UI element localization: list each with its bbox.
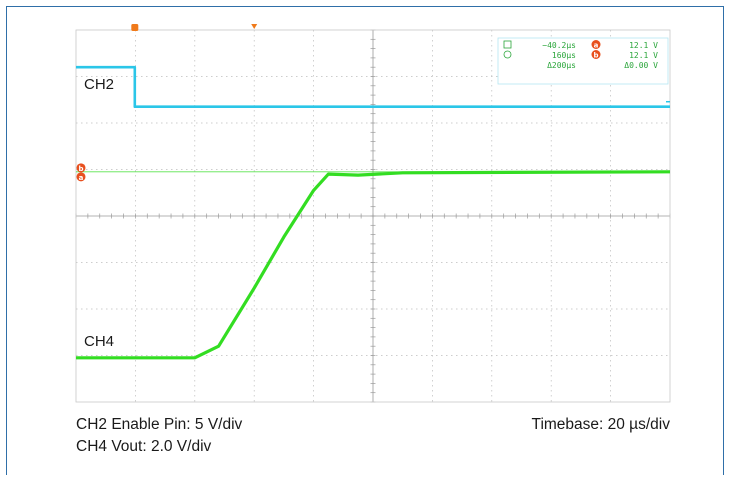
level-marker-a-letter: a [79,174,84,182]
level-marker-a-circle [76,172,86,182]
readout-value-1: 12.1 V [629,41,658,50]
readout-marker-a: a [591,40,601,50]
cursor-a-marker [131,24,139,31]
level-marker-b: b [76,163,86,173]
readout-time-3: Δ200µs [547,61,576,70]
readout-time-1: −40.2µs [542,41,576,50]
readout-marker-b: b [591,50,601,60]
trace-label-ch4: CH4 [84,333,114,350]
readout-marker-a-letter: a [594,42,599,50]
trigger-marker [251,24,258,29]
figure-frame [6,6,724,475]
caption-timebase: Timebase: 20 µs/div [531,416,670,433]
readout-square-icon [503,40,512,49]
caption-ch4-scale: CH4 Vout: 2.0 V/div [76,438,212,455]
readout-marker-b-circle [591,50,601,59]
readout-box [497,37,669,85]
cursor-readout: −40.2µs 12.1 V 160µs 12.1 V Δ200µs Δ0.00 V [497,37,669,85]
readout-circle-icon [503,50,512,59]
readout-time-2: 160µs [552,51,576,60]
readout-marker-a-circle [591,40,601,49]
level-marker-b-circle [76,163,86,173]
level-marker-a: a [76,172,86,182]
grid [75,29,671,403]
caption-ch2-scale: CH2 Enable Pin: 5 V/div [76,416,243,433]
trace-label-ch2: CH2 [84,76,114,93]
readout-marker-b-letter: b [593,52,598,60]
readout-value-3: Δ0.00 V [624,61,658,70]
trace-ch4 [76,170,671,360]
plot-border [75,29,671,403]
readout-value-2: 12.1 V [629,51,658,60]
trigger-marker-shape [251,24,258,29]
trace-ch2 [76,65,670,108]
level-marker-b-letter: b [78,165,83,173]
